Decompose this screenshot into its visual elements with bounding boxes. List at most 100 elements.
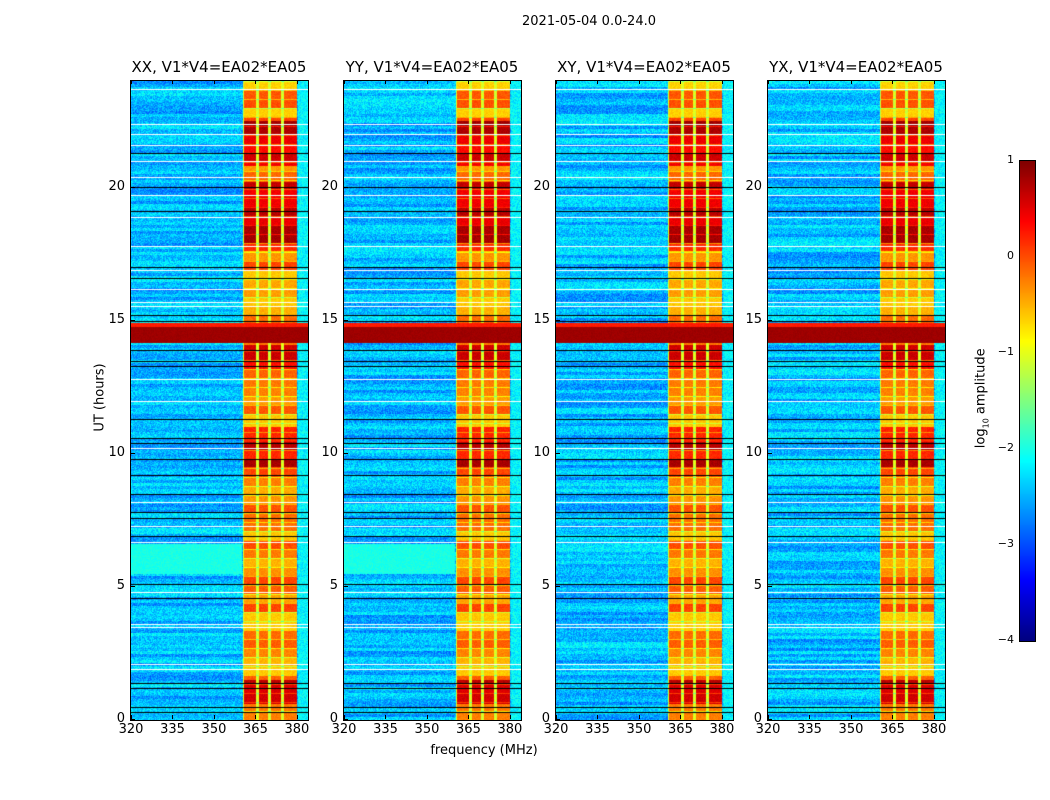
y-tick-label: 10 [108, 444, 125, 460]
y-tick-mark [556, 452, 560, 454]
y-tick-label: 10 [745, 444, 762, 460]
y-tick-label: 0 [116, 711, 125, 726]
colorbar-tick-label: −4 [997, 633, 1014, 646]
x-tick-label: 350 [838, 722, 864, 737]
x-tick-label: 335 [797, 722, 822, 737]
x-tick-mark [809, 715, 811, 719]
x-tick-mark-top [680, 80, 682, 84]
y-tick-label: 5 [329, 577, 338, 593]
y-tick-mark [768, 319, 772, 321]
panel-title: XX, V1*V4=EA02*EA05 [131, 58, 307, 76]
colorbar-tick-label: 1 [1007, 153, 1014, 166]
y-tick-mark [131, 452, 135, 454]
x-tick-label: 380 [497, 722, 523, 737]
x-tick-label: 350 [626, 722, 652, 737]
y-tick-label: 10 [321, 444, 338, 460]
y-tick-label: 0 [541, 711, 550, 726]
x-tick-mark [385, 715, 387, 719]
y-tick-mark [344, 452, 348, 454]
y-tick-mark [344, 186, 348, 188]
x-tick-mark-top [385, 80, 387, 84]
x-tick-mark-top [296, 80, 298, 84]
y-tick-label: 15 [108, 311, 125, 327]
colorbar-tick-label: −2 [997, 441, 1014, 454]
x-tick-mark [255, 715, 257, 719]
y-tick-mark [768, 719, 772, 720]
y-tick-mark [768, 186, 772, 188]
x-tick-mark [638, 715, 640, 719]
y-tick-mark [344, 585, 348, 587]
heatmap-panel-xy [555, 80, 734, 721]
y-tick-label: 15 [321, 311, 338, 327]
x-tick-label: 320 [118, 722, 144, 737]
y-tick-label: 20 [533, 178, 550, 194]
y-tick-label: 15 [533, 311, 550, 327]
x-tick-label: 365 [668, 722, 693, 737]
x-tick-mark [131, 715, 132, 719]
y-tick-mark [556, 719, 560, 720]
colorbar [1019, 160, 1036, 642]
y-tick-mark [556, 585, 560, 587]
x-tick-mark [172, 715, 174, 719]
x-tick-mark-top [468, 80, 470, 84]
x-tick-mark-top [131, 80, 132, 84]
x-tick-label: 350 [201, 722, 227, 737]
x-tick-mark-top [892, 80, 894, 84]
y-tick-mark [768, 452, 772, 454]
x-tick-label: 350 [414, 722, 440, 737]
x-tick-mark-top [255, 80, 257, 84]
x-tick-label: 380 [709, 722, 735, 737]
y-tick-label: 5 [116, 577, 125, 593]
heatmap-image [344, 81, 521, 720]
y-tick-mark [131, 719, 135, 720]
y-tick-label: 20 [108, 178, 125, 194]
y-tick-label: 5 [753, 577, 762, 593]
x-tick-mark-top [721, 80, 723, 84]
y-axis-label: UT (hours) [92, 363, 108, 432]
colorbar-tick-label: −3 [997, 537, 1014, 550]
heatmap-image [768, 81, 945, 720]
figure-title: 2021-05-04 0.0-24.0 [522, 14, 656, 29]
x-tick-mark-top [638, 80, 640, 84]
x-tick-mark-top [344, 80, 345, 84]
x-tick-mark [426, 715, 428, 719]
x-tick-mark-top [426, 80, 428, 84]
x-tick-label: 320 [755, 722, 781, 737]
x-tick-mark [213, 715, 215, 719]
colorbar-tick-label: 0 [1007, 249, 1014, 262]
x-tick-mark [468, 715, 470, 719]
x-tick-label: 365 [456, 722, 481, 737]
x-tick-mark-top [850, 80, 852, 84]
y-tick-label: 20 [321, 178, 338, 194]
y-tick-label: 0 [329, 711, 338, 726]
heatmap-image [556, 81, 733, 720]
y-tick-label: 5 [541, 577, 550, 593]
x-tick-mark [556, 715, 557, 719]
colorbar-tick-label: −1 [997, 345, 1014, 358]
x-tick-mark-top [597, 80, 599, 84]
y-tick-mark [556, 186, 560, 188]
x-tick-mark-top [556, 80, 557, 84]
x-tick-mark [768, 715, 769, 719]
x-tick-label: 335 [160, 722, 185, 737]
x-tick-mark [597, 715, 599, 719]
x-tick-mark-top [213, 80, 215, 84]
x-tick-mark [850, 715, 852, 719]
y-tick-mark [344, 719, 348, 720]
y-tick-mark [556, 319, 560, 321]
x-tick-mark [892, 715, 894, 719]
panel-title: YX, V1*V4=EA02*EA05 [769, 58, 943, 76]
heatmap-panel-yx [767, 80, 946, 721]
x-tick-label: 320 [331, 722, 357, 737]
panel-title: XY, V1*V4=EA02*EA05 [557, 58, 731, 76]
x-tick-label: 365 [243, 722, 268, 737]
y-tick-mark [131, 186, 135, 188]
x-tick-mark [680, 715, 682, 719]
x-tick-mark [509, 715, 511, 719]
x-tick-label: 365 [880, 722, 905, 737]
x-tick-mark [344, 715, 345, 719]
y-tick-mark [131, 585, 135, 587]
x-tick-label: 380 [284, 722, 310, 737]
x-tick-mark [296, 715, 298, 719]
